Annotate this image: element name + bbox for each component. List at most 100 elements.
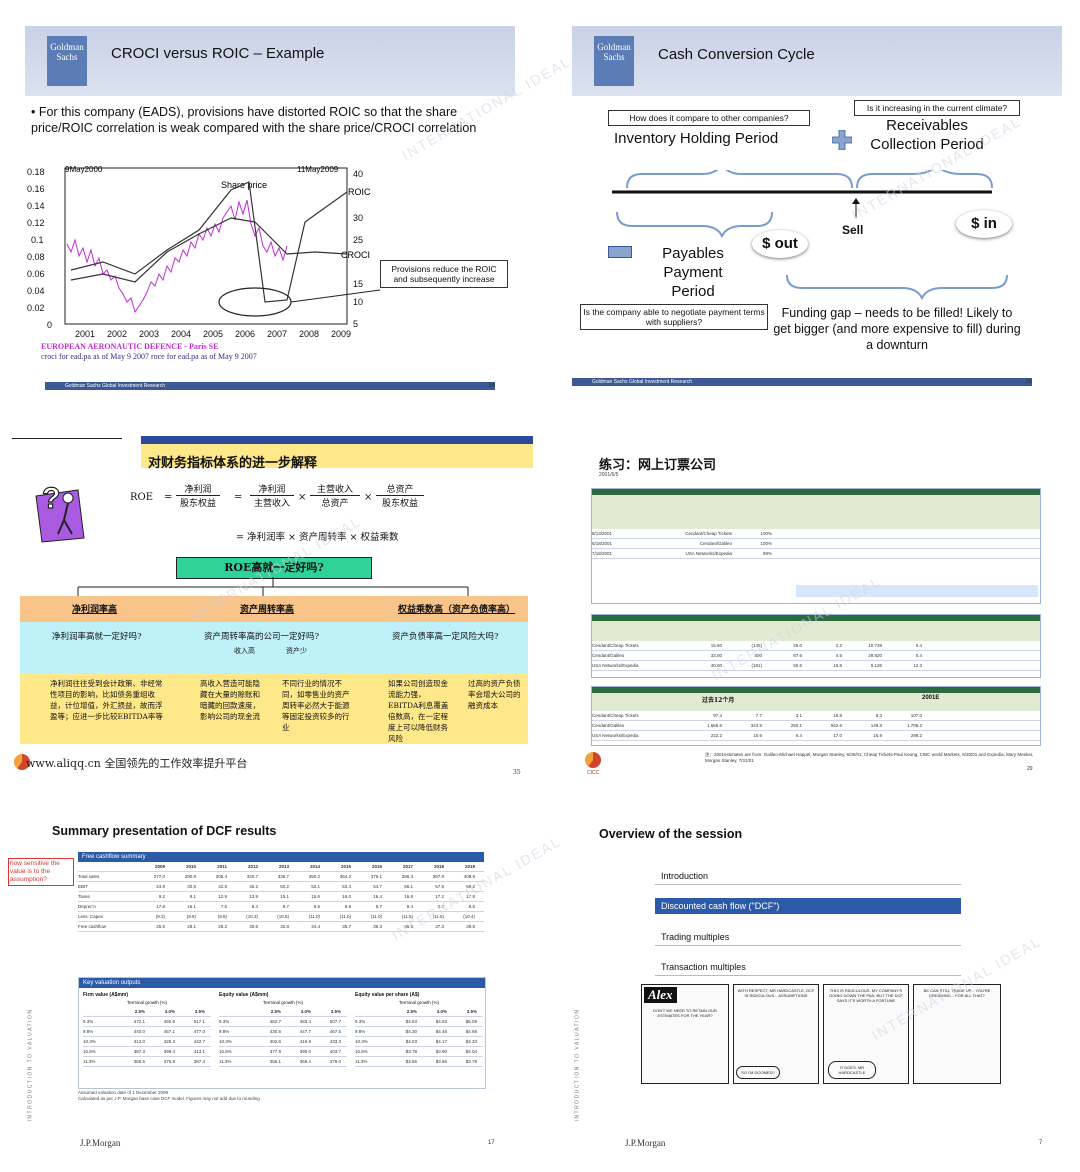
table-cell: 25.6: [156, 924, 165, 929]
fraction-4: 总资产 股东权益: [376, 482, 424, 509]
table-cell: 16.8: [404, 894, 413, 899]
table-cell: Taxes: [78, 894, 90, 899]
question-net-margin: 净利润率高就一定好吗?: [52, 632, 142, 642]
table-cell: $4.03: [405, 1039, 417, 1044]
table-row: 2009 2010 2011 2012 2013 2014 2015 2016 2017 2018…: [78, 862, 484, 872]
answer-high-revenue: 高收入营造可能隐藏在大量的赊账和暗藏的回款速度，影响公司的现金流: [200, 679, 260, 721]
table-cell: 433.3: [329, 1039, 341, 1044]
slide-title: Overview of the session: [599, 827, 743, 841]
table-row: 6/18/2001 Cendant/Galileo 100%: [592, 539, 1040, 549]
table-row: 8/13/2001 Cendant/Cheap Tickets 100%: [592, 529, 1040, 539]
table-cell: 2013: [278, 864, 289, 869]
table-cell: $4.83: [435, 1019, 447, 1024]
table-cell: 403.7: [329, 1049, 341, 1054]
svg-text:15: 15: [353, 279, 363, 289]
kv-title: Key valuation outputs: [79, 978, 485, 988]
table-cell: (10.3): [246, 914, 258, 919]
table-cell: 7/18/2001: [592, 551, 613, 556]
table-cell: 8.7: [282, 904, 289, 909]
table-cell: 56.1: [404, 884, 413, 889]
table-cell: $4.33: [465, 1039, 477, 1044]
svg-text:5: 5: [353, 319, 358, 329]
table-cell: 562.6: [830, 723, 842, 728]
table-row: Cendant/Galileo 1,665.6 323.5 250.1 562.6 149…: [592, 721, 1040, 731]
slide-title: 练习：网上订票公司: [599, 458, 717, 473]
table-cell: 25.0: [793, 643, 802, 648]
table-cell: 10.8%: [355, 1049, 368, 1054]
comic-panel-2: WITH RESPECT, MR HARDCASTLE, DCF IS RIDI…: [733, 984, 819, 1084]
table-cell: 323.5: [750, 723, 762, 728]
question-increasing: Is it increasing in the current climate?: [854, 100, 1020, 116]
table-cell: 50.6: [793, 663, 802, 668]
table-cell: 9.3%: [219, 1019, 230, 1024]
deal-table: 8/13/2001 Cendant/Cheap Tickets 100% 6/18/2…: [591, 488, 1041, 604]
roe-label: ROE: [130, 492, 154, 503]
table-cell: $4.04: [465, 1049, 477, 1054]
table-cell: [78, 862, 134, 871]
table-row: 11.3% 365.5 375.8 387.4: [83, 1057, 211, 1067]
table-row: Taxes 9.2 9.1 12.9 13.8 15.1 15.6 16.0 16.4 16.8 1…: [78, 892, 484, 902]
source-note: 注：2001estimates are from: Galileo-Michae…: [705, 752, 1034, 763]
table-cell: 2018: [433, 864, 444, 869]
table-cell: 13.8: [249, 894, 258, 899]
page-number: 17: [488, 1140, 495, 1146]
heading-asset-turnover: 资产周转率高: [240, 605, 295, 615]
table-cell: 16.4: [373, 894, 382, 899]
table-cell: (181): [751, 663, 762, 668]
svg-text:10: 10: [353, 297, 363, 307]
table-cell: 9.8%: [219, 1029, 230, 1034]
table-row: 9.8% 440.0 457.1 477.0: [83, 1027, 211, 1037]
grid-title: Firm value (A$mm): [83, 992, 129, 998]
svg-text:0: 0: [47, 320, 52, 330]
table-cell: 3.0%: [300, 1009, 311, 1014]
slide-title: 对财务指标体系的进一步解释: [148, 456, 318, 471]
table-cell: 3.0%: [164, 1009, 175, 1014]
table-cell: 2012: [247, 864, 258, 869]
receivables-period-label: Receivables Collection Period: [870, 117, 984, 153]
table-row: 10.3% $4.03 $4.17 $4.33: [355, 1037, 483, 1047]
table-cell: Cendant/Galileo: [699, 541, 732, 546]
svg-text:2004: 2004: [171, 329, 191, 339]
slide-croci-vs-roic: Goldman Sachs CROCI versus ROIC – Exampl…: [25, 20, 515, 395]
title-banner: [141, 436, 533, 468]
table-cell: 378.0: [329, 1059, 341, 1064]
table-cell: 16.1: [187, 904, 196, 909]
chart-caption: croci for ead.pa as of May 9 2007 roce f…: [41, 352, 257, 361]
table-cell: 9.8%: [83, 1029, 94, 1034]
thinking-figure-icon: ?: [28, 476, 90, 546]
cicc-logo-icon: [14, 754, 30, 770]
table-cell: 11.3%: [83, 1059, 96, 1064]
table-cell: 100%: [760, 531, 772, 536]
table-cell: $3.78: [405, 1049, 417, 1054]
croci-line: [70, 217, 348, 283]
table-cell: Cendant/Galileo: [592, 653, 625, 658]
table-cell: 2014: [309, 864, 320, 869]
table-cell: 9.3%: [355, 1019, 366, 1024]
slide-subtitle: 2001/6/5: [599, 472, 619, 478]
table-cell: 6/18/2001: [592, 541, 613, 546]
table-cell: Cendant/Cheap Tickets: [592, 643, 639, 648]
table-cell: 42.9: [218, 884, 227, 889]
table-cell: 8.5: [313, 904, 320, 909]
svg-text:0.04: 0.04: [27, 286, 45, 296]
fcf-summary-table: Free cashflow summary 2009 2010 2011 2012 20…: [78, 852, 484, 960]
table-cell: 416.9: [299, 1039, 311, 1044]
cash-out-badge: $ out: [752, 230, 808, 258]
table-cell: 2016: [371, 864, 382, 869]
fcf-title: Free cashflow summary: [78, 852, 484, 862]
table-cell: 390.0: [299, 1049, 311, 1054]
table-cell: 17.8: [156, 904, 165, 909]
table-cell: 8.4: [406, 904, 413, 909]
table-cell: 517.1: [193, 1019, 205, 1024]
footnote-1: Assumed valuation date of 1 December 200…: [78, 1090, 169, 1095]
table-cell: 8.3: [875, 713, 882, 718]
svg-text:0.06: 0.06: [27, 269, 45, 279]
table-cell: 2009: [154, 864, 165, 869]
table-cell: 15.60: [710, 643, 722, 648]
table-cell: Total sales: [78, 874, 100, 879]
table-cell: 18.8: [833, 713, 842, 718]
table-cell: 447.7: [299, 1029, 311, 1034]
table-cell: 34.4: [311, 924, 320, 929]
table-cell: 9.2: [158, 894, 165, 899]
table-cell: (10.5): [277, 914, 289, 919]
